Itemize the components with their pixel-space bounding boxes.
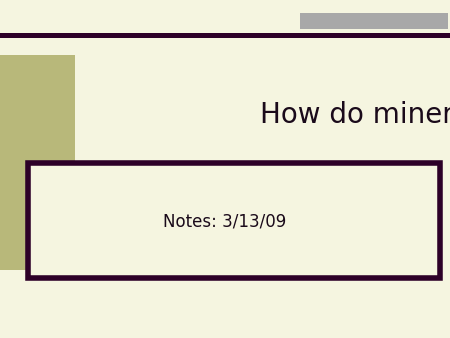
Bar	[28, 163, 440, 278]
Text: How do minerals form?: How do minerals form?	[260, 101, 450, 129]
Bar	[0, 55, 75, 270]
Text: Notes: 3/13/09: Notes: 3/13/09	[163, 213, 287, 231]
Bar	[300, 13, 448, 29]
Bar	[0, 33, 450, 38]
